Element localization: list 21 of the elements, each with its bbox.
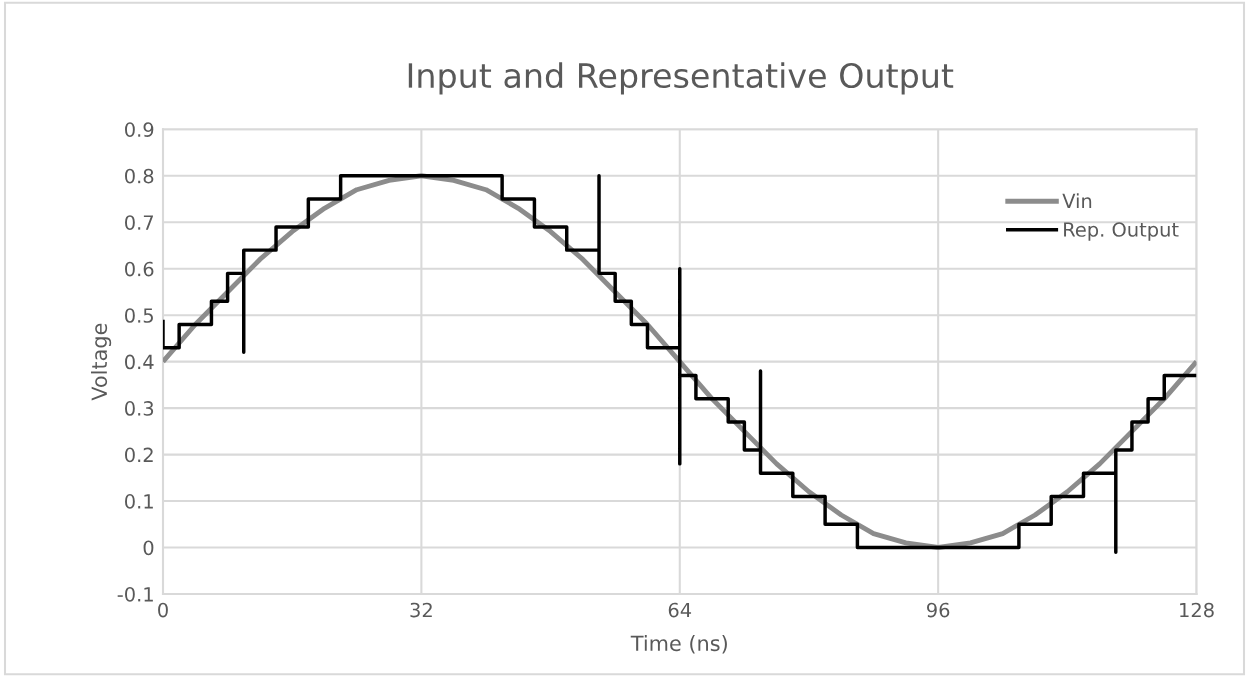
legend-label: Vin — [1062, 193, 1092, 209]
y-tick-label: 0 — [143, 540, 154, 556]
chart-title: Input and Representative Output — [408, 62, 954, 95]
y-tick-label: 0.8 — [125, 168, 154, 184]
x-tick-label: 128 — [1180, 602, 1214, 618]
x-tick-label: 64 — [668, 602, 692, 618]
x-tick-label: 96 — [927, 602, 950, 618]
y-tick-label: -0.1 — [117, 586, 153, 602]
y-tick-label: 0.7 — [125, 215, 153, 230]
x-axis-title: Time (ns) — [630, 635, 727, 654]
legend-label: Rep. Output — [1064, 222, 1179, 241]
y-tick-label: 0.4 — [125, 354, 154, 370]
y-tick-label: 0.3 — [125, 401, 154, 416]
y-tick-label: 0.5 — [125, 308, 153, 323]
y-tick-label: 0.2 — [125, 447, 153, 463]
y-tick-label: 0.6 — [125, 261, 154, 277]
x-tick-label: 32 — [410, 602, 432, 618]
x-tick-label: 0 — [158, 602, 168, 618]
y-tick-label: 0.1 — [125, 494, 153, 509]
y-tick-label: 0.9 — [125, 122, 154, 137]
y-axis-title: Voltage — [91, 323, 112, 401]
